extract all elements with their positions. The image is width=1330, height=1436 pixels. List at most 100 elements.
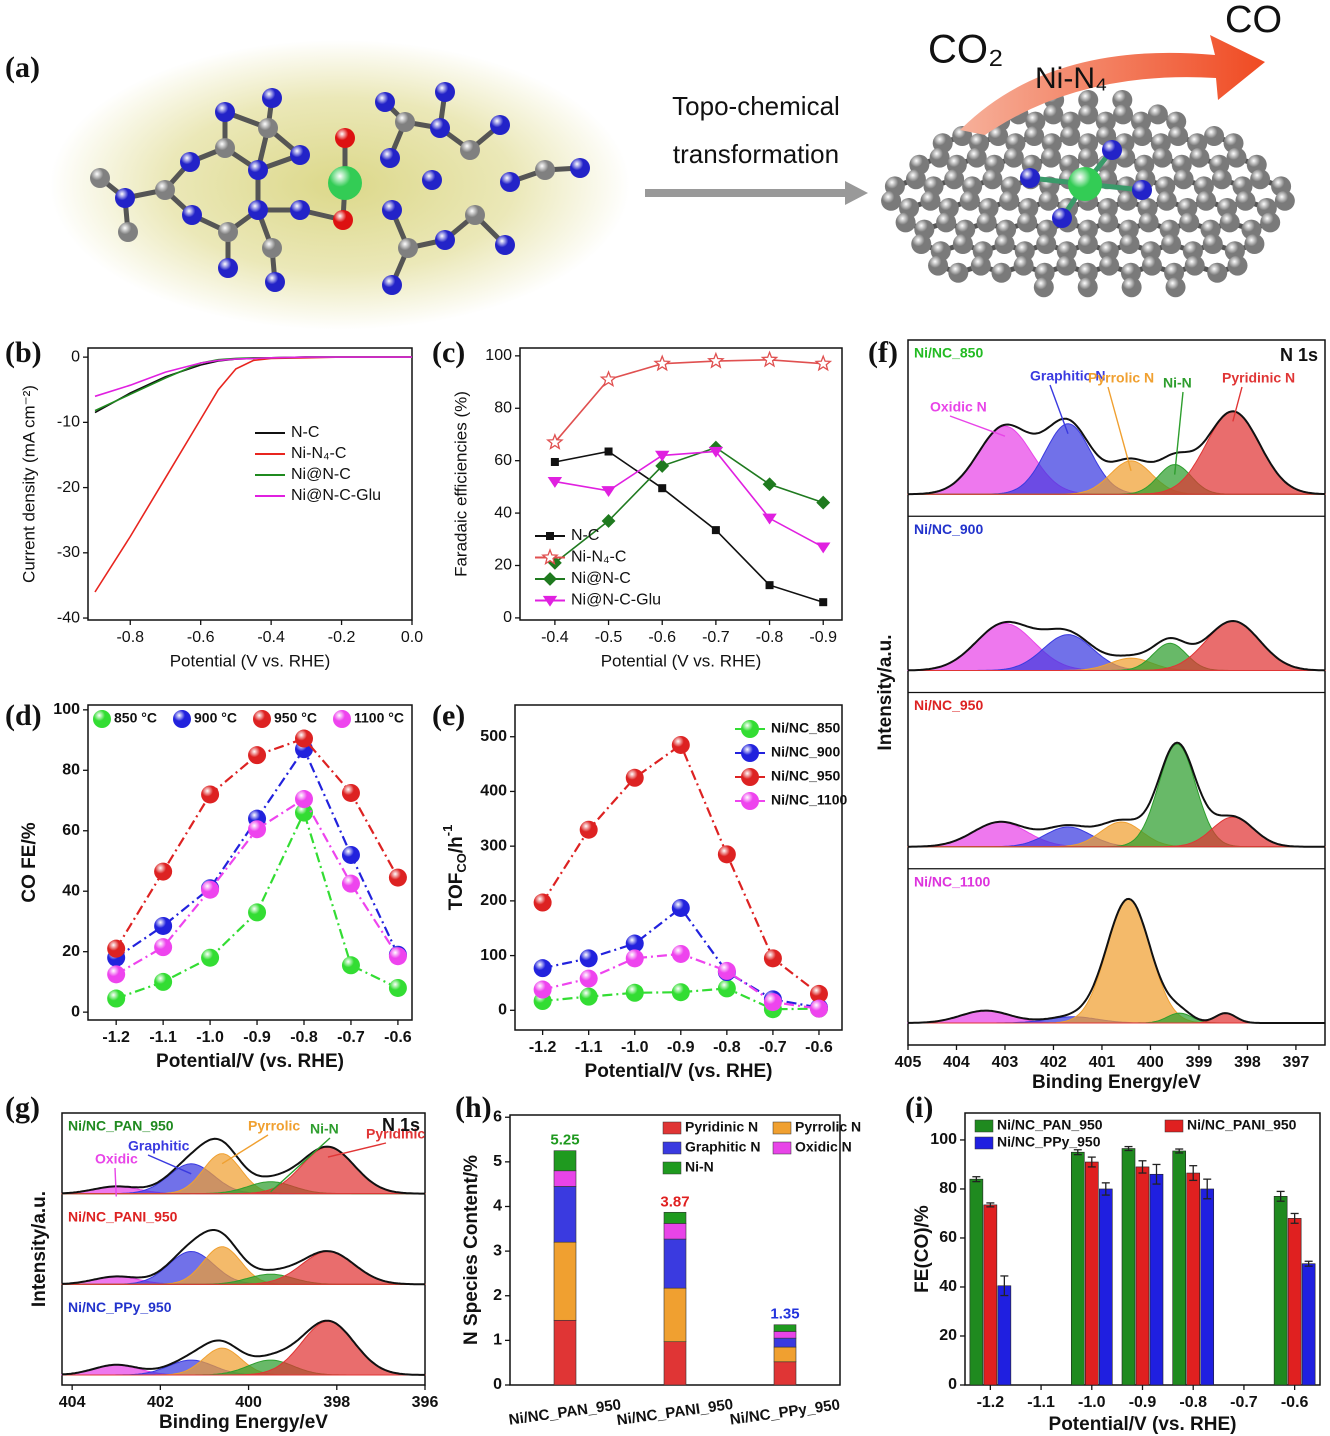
x-axis-title: Potential (V vs. RHE) xyxy=(170,651,331,670)
legend-label: Ni/NC_PANI_950 xyxy=(1187,1117,1297,1133)
atom xyxy=(976,212,997,233)
plot-frame xyxy=(87,704,413,1021)
panel-label: (a) xyxy=(5,51,40,84)
atom xyxy=(1077,262,1098,283)
fit-envelope xyxy=(61,1319,425,1376)
atom xyxy=(1078,90,1099,110)
atom xyxy=(262,88,282,108)
x-tick-label: 398 xyxy=(323,1394,350,1411)
atom xyxy=(1156,190,1177,211)
atom xyxy=(982,169,1003,190)
y-tick-label: -20 xyxy=(57,479,80,496)
marker xyxy=(655,450,670,462)
x-tick-label: -1.1 xyxy=(149,1029,177,1046)
marker xyxy=(625,934,644,953)
atom xyxy=(215,138,235,158)
atom xyxy=(905,169,926,190)
marker xyxy=(604,447,613,456)
plot-frame xyxy=(519,347,843,621)
legend-label: Pyrrolic N xyxy=(795,1119,861,1135)
legend-marker xyxy=(546,532,554,540)
panel-sample-name: Ni/NC_PAN_950 xyxy=(68,1118,174,1134)
peak-annotation: Ni-N xyxy=(1163,375,1192,391)
legend-label: Ni-N₄-C xyxy=(291,445,346,462)
atom xyxy=(1164,262,1185,283)
atom xyxy=(398,238,418,258)
atom xyxy=(258,118,278,138)
panel-label: (e) xyxy=(432,699,465,732)
atom xyxy=(265,272,285,292)
y-tick-label: 80 xyxy=(494,399,512,416)
total-label: 1.35 xyxy=(770,1306,799,1323)
series-line xyxy=(94,356,412,398)
series-line xyxy=(94,356,412,593)
marker xyxy=(388,868,407,887)
panel-label: (f) xyxy=(868,336,898,369)
bar xyxy=(1287,1218,1302,1386)
atom xyxy=(1250,169,1271,190)
marker xyxy=(295,790,313,809)
atom xyxy=(335,128,355,148)
atom xyxy=(1132,180,1152,200)
peak-annotation: Pyridinic N xyxy=(1222,370,1295,386)
x-tick-label: 399 xyxy=(1186,1054,1213,1071)
total-label: 3.87 xyxy=(660,1193,689,1210)
atom xyxy=(1168,126,1189,146)
panel-sample-name: Ni/NC_950 xyxy=(914,697,983,713)
marker xyxy=(201,880,220,899)
peak-annotation: Pyridinic xyxy=(366,1126,425,1142)
atom xyxy=(500,172,520,192)
y-axis-title-part: -1 xyxy=(440,825,455,837)
atom xyxy=(115,188,135,208)
marker xyxy=(154,862,173,881)
atom xyxy=(218,222,238,242)
atom xyxy=(1052,208,1072,228)
atom xyxy=(490,115,510,135)
bar-segment xyxy=(553,1186,577,1243)
x-tick-label: -0.6 xyxy=(805,1039,833,1056)
atom xyxy=(1033,277,1054,298)
x-tick-label: -0.9 xyxy=(243,1029,271,1046)
atom xyxy=(1034,262,1055,283)
y-axis-title: FE(CO)/% xyxy=(912,1205,933,1293)
legend-label: 850 °C xyxy=(114,710,157,726)
bar-segment xyxy=(663,1223,687,1240)
atom xyxy=(1121,277,1142,298)
spectrum-note: N 1s xyxy=(382,1115,420,1135)
marker xyxy=(707,351,725,369)
marker xyxy=(579,949,598,968)
marker xyxy=(816,542,831,554)
atom xyxy=(1078,147,1099,168)
y-tick-label: 5 xyxy=(493,1153,502,1170)
atom xyxy=(1120,262,1141,283)
marker xyxy=(671,944,690,963)
atom xyxy=(1056,241,1077,262)
bar xyxy=(983,1204,998,1386)
atom xyxy=(1211,169,1232,190)
atom xyxy=(1014,241,1035,262)
atom xyxy=(1097,198,1118,218)
bar xyxy=(1084,1161,1099,1386)
atom xyxy=(1078,133,1099,154)
fit-envelope xyxy=(908,619,1326,672)
legend-label: Ni@N-C-Glu xyxy=(571,592,661,609)
x-tick-label: -1.2 xyxy=(977,1394,1005,1411)
marker xyxy=(533,893,552,912)
bar xyxy=(1149,1173,1164,1386)
atom xyxy=(248,160,268,180)
marker xyxy=(341,874,360,893)
peak-annotation: Graphitic N xyxy=(1030,368,1105,384)
x-tick-label: -0.6 xyxy=(384,1029,412,1046)
y-tick-label: 300 xyxy=(480,837,507,854)
fit-envelope xyxy=(907,410,1325,496)
atom xyxy=(290,200,310,220)
y-axis-title-part: CO xyxy=(454,853,469,873)
y-tick-label: 100 xyxy=(930,1131,957,1148)
marker xyxy=(625,768,644,787)
atom xyxy=(1147,104,1168,125)
x-tick-label: -0.4 xyxy=(257,629,285,646)
atom xyxy=(465,205,485,225)
atom xyxy=(180,152,200,172)
legend-label: N-C xyxy=(291,424,319,441)
marker xyxy=(671,898,690,917)
